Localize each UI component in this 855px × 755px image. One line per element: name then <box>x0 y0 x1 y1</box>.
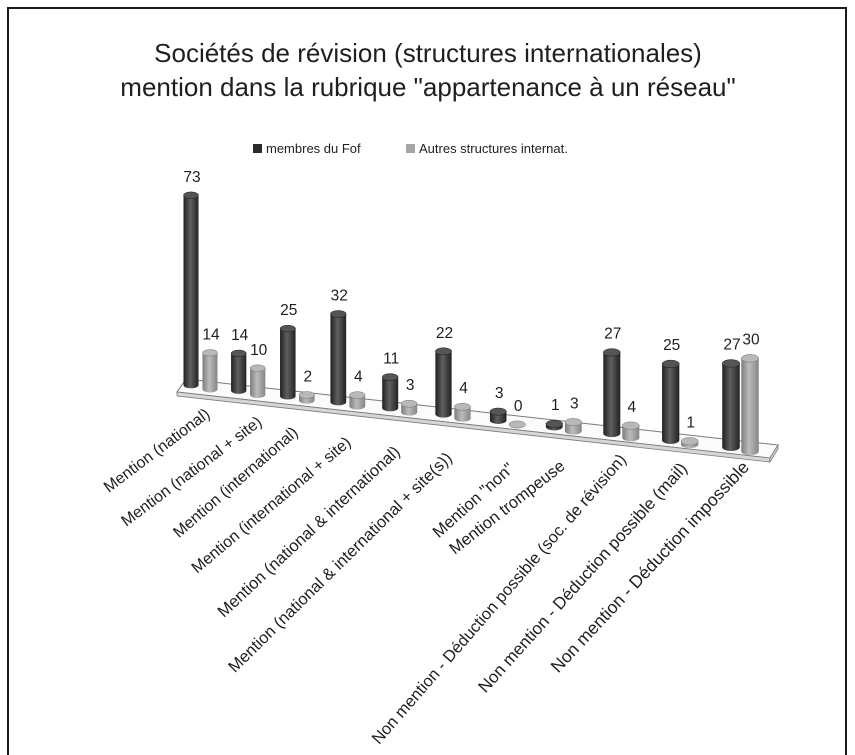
bar-body <box>231 353 247 391</box>
legend-swatch-series-1 <box>253 144 262 153</box>
bar-body <box>722 363 740 448</box>
bar-body <box>280 328 296 397</box>
bar-top <box>454 402 471 411</box>
figure-frame <box>7 7 847 755</box>
bar-top <box>680 437 699 446</box>
data-label: 25 <box>280 302 297 319</box>
bar <box>249 364 266 399</box>
bar <box>202 349 218 393</box>
bar-body <box>349 395 366 407</box>
data-label: 32 <box>331 287 348 304</box>
bar-top <box>545 419 563 428</box>
legend-label-series-2: Autres structures internat. <box>419 141 568 156</box>
bar-top <box>508 420 526 429</box>
data-label: 0 <box>514 398 523 415</box>
data-label: 25 <box>663 337 680 354</box>
data-label: 30 <box>742 331 760 348</box>
data-label: 22 <box>436 325 453 342</box>
bar <box>722 359 740 451</box>
bar <box>680 437 699 449</box>
data-label: 27 <box>723 337 740 354</box>
bar <box>545 419 563 431</box>
data-label: 3 <box>495 385 504 402</box>
chart-title: Sociétés de révision (structures interna… <box>120 38 735 102</box>
bar <box>330 310 347 406</box>
bar-top <box>622 421 640 430</box>
bar <box>741 354 759 456</box>
bar-top <box>249 364 266 372</box>
bar-top <box>741 354 759 363</box>
bar <box>349 391 366 410</box>
bar <box>230 349 247 394</box>
bar-body <box>603 352 621 434</box>
plot-area <box>183 191 759 456</box>
bar <box>400 399 418 416</box>
data-label: 27 <box>604 326 621 343</box>
bar <box>298 391 315 404</box>
data-label: 14 <box>231 327 249 344</box>
category-label: Mention (national) <box>101 406 214 497</box>
bar-body <box>564 422 582 431</box>
bar <box>454 402 471 422</box>
bar-top <box>349 391 366 399</box>
bar-body <box>662 363 680 441</box>
data-label: 3 <box>570 395 579 412</box>
data-label: 2 <box>303 369 312 386</box>
bar-body <box>489 411 507 421</box>
bar-body <box>202 352 218 390</box>
bar-top <box>202 349 218 357</box>
bar-body <box>250 368 266 395</box>
bar-top <box>183 191 199 199</box>
bar-top <box>298 391 315 399</box>
bar <box>183 191 199 389</box>
data-label: 14 <box>202 326 220 343</box>
bar-top <box>722 359 740 368</box>
bar-body <box>401 403 418 413</box>
bar-top <box>435 347 452 356</box>
bar <box>603 348 621 438</box>
bar <box>508 420 526 429</box>
bar-body <box>741 358 759 452</box>
bar-top <box>564 418 582 427</box>
bar-top <box>489 407 507 416</box>
data-label: 73 <box>183 169 200 186</box>
bar <box>489 407 507 424</box>
bar-body <box>454 406 471 419</box>
bar-body <box>183 195 199 385</box>
bar-top <box>661 359 680 368</box>
bar-top <box>603 348 621 357</box>
data-label: 3 <box>406 377 415 394</box>
bar <box>622 421 640 442</box>
bar-top <box>400 399 418 408</box>
data-label: 4 <box>354 369 363 386</box>
bar-body <box>435 351 452 415</box>
bar-top <box>279 324 296 333</box>
data-label: 4 <box>627 399 636 416</box>
bar-top <box>330 310 347 318</box>
category-label: Mention (national & international + site… <box>225 449 456 676</box>
data-label: 11 <box>383 351 399 368</box>
bar <box>381 373 399 412</box>
bar-top <box>230 349 247 357</box>
bar <box>279 324 296 400</box>
category-axis-labels: Mention (national)Mention (national + si… <box>101 406 753 748</box>
bar-body <box>382 377 399 408</box>
data-label: 1 <box>551 397 560 414</box>
bar <box>661 359 680 444</box>
bar <box>564 418 582 435</box>
legend-swatch-series-2 <box>406 144 415 153</box>
floor-side <box>769 443 779 464</box>
chart-title-line-1: Sociétés de révision (structures interna… <box>154 38 702 68</box>
data-label: 4 <box>459 380 468 397</box>
data-label: 1 <box>686 415 695 432</box>
bar-top <box>381 373 399 381</box>
bar <box>435 347 452 418</box>
legend-label-series-1: membres du Fof <box>266 141 361 156</box>
bar-body <box>330 313 347 402</box>
legend: membres du Fof Autres structures interna… <box>253 141 568 156</box>
data-label: 10 <box>250 342 268 359</box>
chart-title-line-2: mention dans la rubrique "appartenance à… <box>120 72 735 102</box>
